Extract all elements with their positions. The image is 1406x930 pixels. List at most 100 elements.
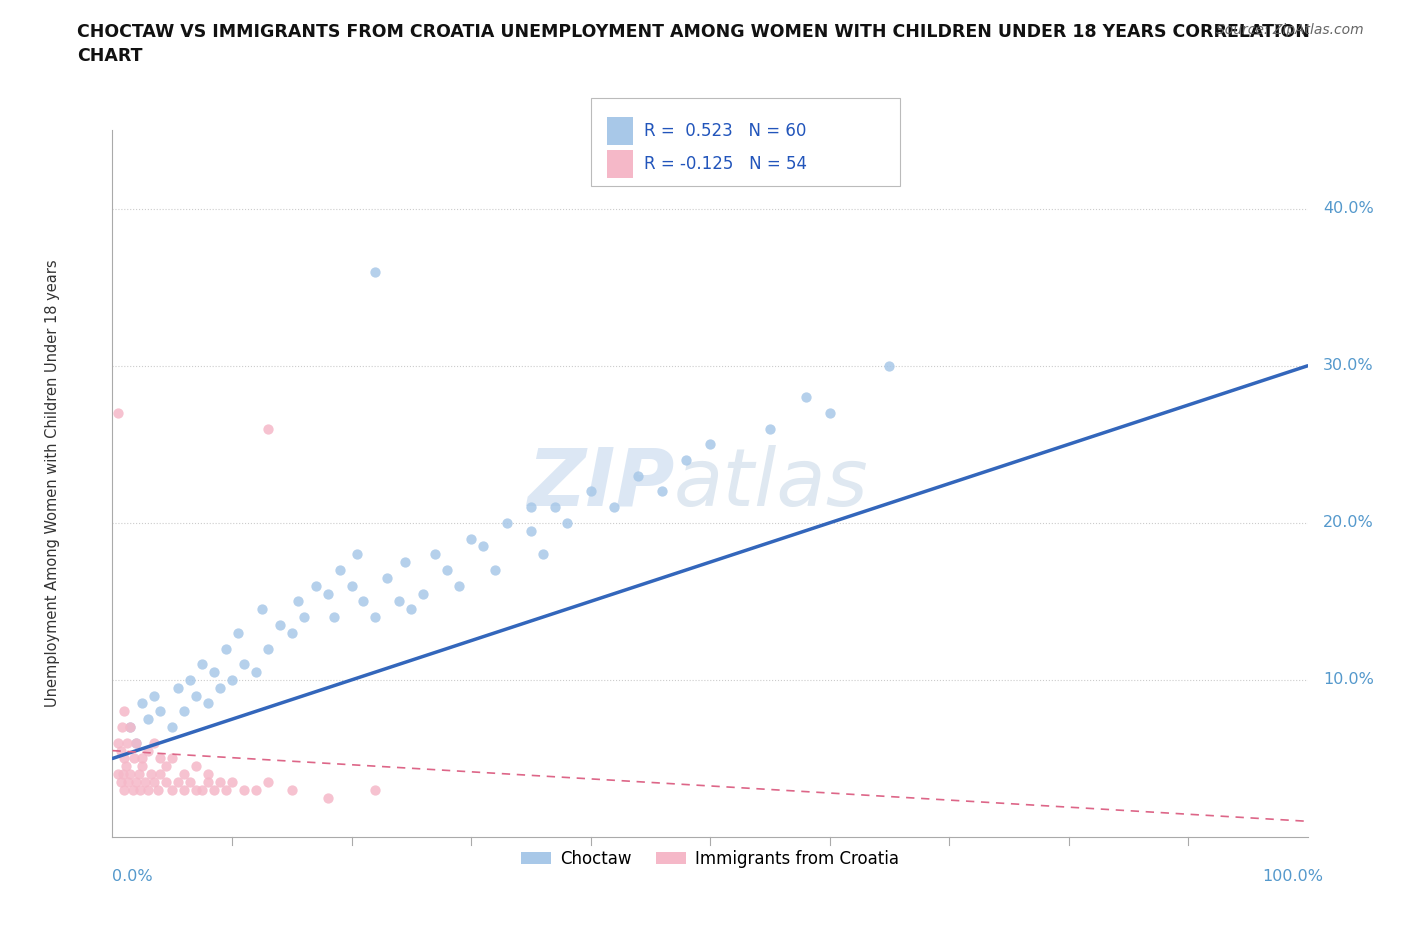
Point — [340, 578, 363, 593]
Point — [364, 264, 387, 279]
Point — [209, 775, 232, 790]
Point — [146, 782, 169, 797]
Point — [412, 586, 434, 601]
Point — [233, 782, 256, 797]
Point — [110, 743, 132, 758]
Point — [879, 358, 901, 373]
Point — [543, 499, 565, 514]
Point — [197, 766, 219, 781]
Point — [794, 390, 817, 405]
Point — [167, 775, 190, 790]
Point — [117, 775, 139, 790]
Point — [364, 610, 387, 625]
Point — [484, 563, 506, 578]
Point — [186, 782, 208, 797]
Point — [579, 484, 602, 498]
Point — [114, 704, 135, 719]
Point — [215, 782, 238, 797]
Point — [651, 484, 673, 498]
Point — [221, 672, 243, 687]
Point — [143, 736, 166, 751]
Point — [257, 641, 280, 656]
Point — [699, 437, 721, 452]
Point — [209, 681, 232, 696]
Point — [520, 499, 543, 514]
Point — [245, 782, 267, 797]
Point — [257, 421, 280, 436]
Point — [173, 704, 195, 719]
Point — [245, 665, 267, 680]
Point — [107, 405, 129, 420]
Text: R = -0.125   N = 54: R = -0.125 N = 54 — [644, 155, 807, 173]
Point — [759, 421, 782, 436]
Text: 0.0%: 0.0% — [112, 869, 153, 883]
Point — [125, 775, 148, 790]
Point — [257, 775, 280, 790]
Legend: Choctaw, Immigrants from Croatia: Choctaw, Immigrants from Croatia — [515, 844, 905, 874]
Point — [162, 751, 183, 766]
Point — [143, 688, 166, 703]
Point — [329, 563, 352, 578]
Text: Unemployment Among Women with Children Under 18 years: Unemployment Among Women with Children U… — [45, 259, 60, 708]
Point — [122, 751, 145, 766]
Point — [250, 602, 273, 617]
Point — [120, 720, 142, 735]
Point — [138, 782, 160, 797]
Text: 40.0%: 40.0% — [1323, 201, 1374, 217]
Point — [401, 602, 423, 617]
Point — [472, 539, 495, 554]
Point — [121, 782, 143, 797]
Point — [197, 775, 219, 790]
Point — [520, 524, 543, 538]
Point — [202, 665, 225, 680]
Point — [134, 775, 156, 790]
Point — [353, 594, 375, 609]
Point — [316, 586, 339, 601]
Point — [162, 782, 183, 797]
Point — [179, 672, 201, 687]
Point — [269, 618, 291, 632]
Point — [155, 775, 177, 790]
Text: Source: ZipAtlas.com: Source: ZipAtlas.com — [1216, 23, 1364, 37]
Point — [233, 657, 256, 671]
Text: 100.0%: 100.0% — [1263, 869, 1323, 883]
Point — [364, 782, 387, 797]
Point — [131, 759, 153, 774]
Point — [215, 641, 238, 656]
Point — [138, 711, 160, 726]
Point — [112, 766, 135, 781]
Point — [120, 766, 142, 781]
Point — [149, 704, 172, 719]
Point — [143, 775, 166, 790]
Point — [496, 515, 519, 530]
Point — [555, 515, 578, 530]
Point — [155, 759, 177, 774]
Point — [226, 625, 249, 640]
Text: 20.0%: 20.0% — [1323, 515, 1374, 530]
Point — [531, 547, 554, 562]
Point — [449, 578, 471, 593]
Point — [221, 775, 243, 790]
Text: R =  0.523   N = 60: R = 0.523 N = 60 — [644, 122, 806, 140]
Point — [173, 766, 195, 781]
Point — [149, 751, 172, 766]
Point — [162, 720, 183, 735]
Point — [346, 547, 368, 562]
Point — [292, 610, 315, 625]
Point — [111, 720, 134, 735]
Point — [125, 736, 148, 751]
Point — [377, 570, 399, 585]
Point — [627, 469, 650, 484]
Point — [110, 775, 132, 790]
Point — [191, 657, 214, 671]
Text: CHOCTAW VS IMMIGRANTS FROM CROATIA UNEMPLOYMENT AMONG WOMEN WITH CHILDREN UNDER : CHOCTAW VS IMMIGRANTS FROM CROATIA UNEMP… — [77, 23, 1310, 65]
Point — [125, 736, 148, 751]
Point — [131, 696, 153, 711]
Point — [107, 766, 129, 781]
Point — [191, 782, 214, 797]
Point — [460, 531, 482, 546]
Point — [322, 610, 344, 625]
Point — [186, 759, 208, 774]
Point — [120, 720, 142, 735]
Point — [129, 782, 152, 797]
